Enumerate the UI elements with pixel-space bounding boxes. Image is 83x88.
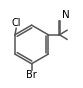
- Text: Cl: Cl: [11, 18, 21, 28]
- Text: N: N: [62, 10, 69, 20]
- Text: Br: Br: [26, 70, 37, 80]
